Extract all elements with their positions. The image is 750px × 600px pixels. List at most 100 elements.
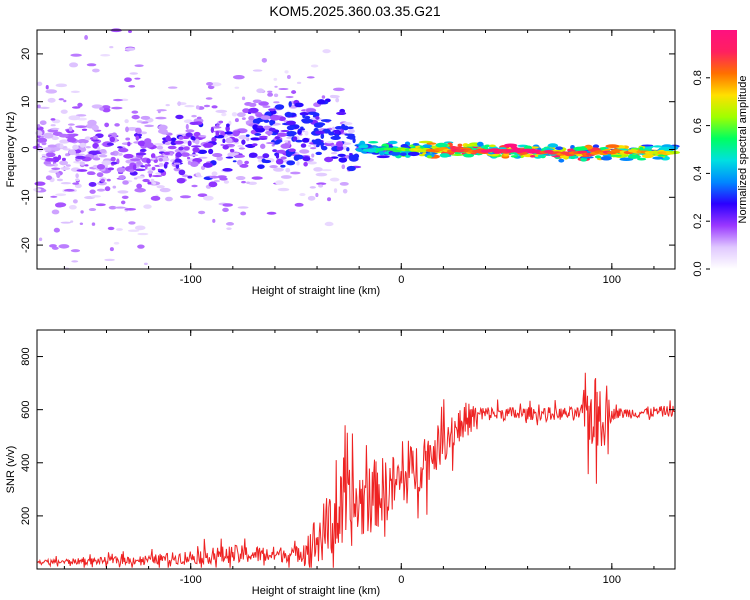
spectrogram-ridge-blob [222,168,233,172]
spectrogram-ridge-blob [226,123,230,128]
spectrogram-ridge-blob [67,137,77,143]
spectrogram-ridge-blob [263,119,270,123]
spectrogram-ridge-blob [457,143,463,147]
spectrogram-ridge-blob [627,154,641,159]
spectrogram-noise-blob [121,195,129,199]
spectrogram-noise-blob [242,108,250,114]
spectrogram-ridge-blob [41,141,47,146]
spectrogram-ridge-blob [137,140,147,147]
spectrogram-noise-blob [248,115,255,121]
spectrogram-ridge-blob [186,156,191,160]
spectrogram-ridge-blob [91,124,99,131]
spectrogram-ridge-blob [250,137,261,141]
spectrogram-ridge-blob [98,154,108,158]
spectrogram-ridge-blob [192,147,200,153]
spectrogram-ridge-blob [304,115,311,119]
spectrogram-ridge-blob [260,143,266,149]
spectrogram-noise-blob [173,167,181,172]
spectrogram-ridge-blob [53,163,58,167]
spectrogram-ridge-blob [194,138,200,145]
spectrogram-noise-blob [165,196,173,202]
spectrogram-noise-blob [122,180,129,185]
spectrogram-ridge-blob [303,161,308,167]
spectrogram-noise-blob [96,188,106,192]
spectrogram-noise-blob [159,187,171,193]
spectrogram-noise-blob [294,202,304,207]
spectrogram-ridge-blob [324,156,334,163]
spectrogram-ridge-blob [265,130,273,135]
spectrogram-noise-blob [125,47,136,51]
spectrogram-ridge-blob [158,124,168,131]
spectrogram-ridge-blob [178,169,186,176]
spectrogram-ridge-blob [197,149,208,155]
spectrogram-ridge-blob [313,122,324,128]
spectrogram-x-tick-label: -100 [180,274,202,286]
spectrogram-ridge-blob [208,148,214,155]
spectrogram-ridge-blob [87,171,95,175]
spectrogram-ridge-blob [435,142,448,148]
spectrogram-noise-blob [237,144,244,148]
spectrogram-noise-blob [112,98,123,102]
spectrogram-noise-blob [59,160,69,166]
spectrogram-ridge-blob [163,151,170,156]
spectrogram-ridge-blob [171,137,177,142]
spectrogram-noise-blob [152,182,157,185]
spectrogram-ridge-blob [286,130,297,136]
spectrogram-ridge-blob [43,160,52,166]
spectrogram-noise-blob [273,167,284,172]
spectrogram-noise-blob [184,105,195,108]
spectrogram-ridge-blob [353,153,360,159]
spectrogram-noise-blob [296,161,300,166]
spectrogram-ridge-blob [43,146,54,152]
spectrogram-ridge-blob [426,142,437,145]
spectrogram-noise-blob [88,208,97,212]
spectrogram-ridge-blob [45,164,55,167]
spectrogram-noise-blob [273,101,280,104]
spectrogram-ridge-blob [346,147,350,152]
spectrogram-noise-blob [45,89,58,94]
spectrogram-ridge-blob [79,142,87,148]
spectrogram-ridge-blob [229,148,235,153]
spectrogram-ridge-blob [92,135,99,140]
spectrogram-ridge-blob [298,127,306,131]
spectrogram-ridge-blob [87,119,97,126]
spectrogram-noise-blob [75,125,87,129]
spectrogram-ridge-blob [187,140,192,147]
spectrogram-y-axis-label: Frequency (Hz) [5,112,17,188]
colorbar-gradient [711,30,737,269]
spectrogram-ridge-blob [76,153,80,157]
spectrogram-ridge-blob [144,142,154,148]
spectrogram-ridge-blob [189,161,199,168]
spectrogram-ridge-blob [415,145,421,149]
spectrogram-noise-blob [134,77,141,80]
spectrogram-noise-blob [131,114,140,120]
spectrogram-noise-blob [330,94,340,99]
spectrogram-noise-blob [324,221,334,227]
spectrogram-ridge-blob [224,131,233,135]
spectrogram-ridge-blob [56,178,64,182]
spectrogram-ridge-blob [259,135,268,139]
spectrogram-noise-blob [252,69,263,72]
spectrogram-ridge-blob [211,136,217,143]
spectrogram-noise-blob [244,160,250,165]
spectrogram-ridge-blob [50,150,56,153]
spectrogram-ridge-blob [652,156,664,160]
spectrogram-ridge-blob [307,111,318,115]
spectrogram-ridge-blob [555,146,564,151]
spectrogram-ridge-blob [238,147,246,150]
spectrogram-noise-blob [222,203,233,207]
spectrogram-noise-blob [91,104,103,109]
spectrogram-noise-blob [258,101,269,106]
spectrogram-ridge-blob [72,144,79,150]
spectrogram-ridge-blob [178,136,184,140]
spectrogram-noise-blob [322,49,331,54]
snr-frame [36,329,676,570]
spectrogram-ridge-blob [68,149,76,156]
spectrogram-ridge-blob [43,132,54,139]
spectrogram-noise-blob [153,143,165,146]
spectrogram-noise-blob [128,30,132,34]
spectrogram-noise-blob [55,202,67,208]
spectrogram-ridge-blob [188,154,199,157]
spectrogram-ridge-blob [116,167,126,173]
